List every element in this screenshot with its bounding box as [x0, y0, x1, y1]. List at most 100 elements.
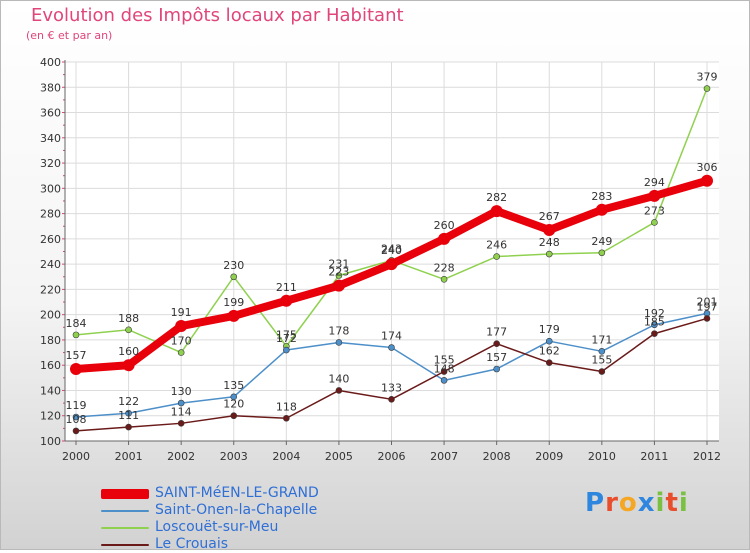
- x-tick-label: 2001: [115, 450, 143, 463]
- chart-subtitle: (en € et par an): [26, 29, 113, 42]
- data-label: 133: [381, 381, 402, 394]
- data-label: 155: [591, 354, 612, 367]
- data-point: [335, 272, 343, 279]
- data-point: [440, 275, 448, 283]
- y-tick-label: 340: [40, 132, 61, 145]
- data-label: 140: [328, 372, 349, 385]
- y-tick-label: 280: [40, 208, 61, 221]
- data-label: 230: [223, 259, 244, 272]
- x-tick-label: 2010: [588, 450, 616, 463]
- data-point: [177, 420, 185, 427]
- data-point: [385, 258, 398, 271]
- data-label: 108: [66, 413, 87, 426]
- data-point: [701, 174, 713, 187]
- logo-letter: r: [605, 488, 619, 518]
- data-point: [388, 396, 395, 403]
- legend-swatch: [101, 510, 149, 512]
- data-label: 178: [328, 324, 349, 337]
- data-point: [543, 224, 556, 237]
- data-point: [125, 423, 132, 431]
- data-point: [175, 320, 188, 333]
- data-label: 172: [276, 332, 297, 345]
- logo-letter: o: [618, 488, 638, 518]
- data-point: [230, 393, 238, 401]
- data-label: 184: [66, 317, 87, 330]
- logo-letter: P: [585, 488, 606, 518]
- data-point: [70, 362, 82, 375]
- legend-item: Le Crouais: [101, 536, 401, 553]
- data-label: 114: [171, 405, 192, 418]
- data-point: [177, 399, 185, 407]
- data-point: [490, 205, 503, 218]
- data-point: [440, 377, 448, 384]
- data-label: 155: [434, 354, 455, 367]
- data-label: 120: [223, 398, 244, 411]
- legend-label: SAINT-MéEN-LE-GRAND: [155, 485, 319, 501]
- data-label: 282: [486, 191, 507, 204]
- y-tick-label: 380: [40, 81, 61, 94]
- data-label: 170: [171, 335, 192, 348]
- x-tick-label: 2012: [693, 450, 721, 463]
- data-label: 249: [591, 235, 612, 248]
- data-point: [703, 315, 711, 322]
- data-point: [332, 279, 345, 292]
- data-point: [122, 359, 135, 372]
- data-point: [280, 294, 293, 307]
- data-point: [72, 427, 80, 435]
- data-point: [493, 253, 500, 260]
- data-label: 171: [591, 333, 612, 346]
- logo-letter: t: [665, 488, 679, 518]
- y-tick-label: 400: [40, 56, 61, 69]
- chart-title: Evolution des Impôts locaux par Habitant: [31, 5, 404, 26]
- data-point: [703, 85, 711, 92]
- data-label: 135: [223, 379, 244, 392]
- legend-swatch: [101, 489, 149, 499]
- series-1: [70, 174, 713, 375]
- logo-letter: i: [655, 488, 666, 518]
- data-label: 157: [486, 351, 507, 364]
- data-label: 130: [171, 385, 192, 398]
- legend-swatch: [101, 527, 149, 529]
- y-tick-label: 320: [40, 157, 61, 170]
- series-2: [72, 310, 711, 421]
- legend-item: Loscouët-sur-Meu: [101, 519, 401, 536]
- data-label: 118: [276, 400, 297, 413]
- data-label: 267: [539, 210, 560, 223]
- x-tick-label: 2011: [640, 450, 668, 463]
- data-point: [598, 249, 606, 257]
- data-point: [651, 330, 658, 337]
- data-point: [72, 331, 80, 339]
- data-point: [651, 219, 658, 226]
- data-label: 197: [697, 300, 718, 313]
- legend-label: Loscouët-sur-Meu: [155, 519, 279, 535]
- data-point: [335, 387, 343, 394]
- data-label: 240: [381, 244, 402, 257]
- data-point: [598, 368, 606, 375]
- legend-label: Saint-Onen-la-Chapelle: [155, 502, 318, 518]
- data-point: [438, 232, 451, 245]
- data-point: [283, 346, 290, 354]
- legend-item: SAINT-MéEN-LE-GRAND: [101, 485, 401, 502]
- data-label: 223: [328, 266, 349, 279]
- data-label: 111: [118, 409, 139, 422]
- data-label: 273: [644, 204, 665, 217]
- x-tick-label: 2005: [325, 450, 353, 463]
- data-point: [283, 414, 290, 422]
- data-point: [598, 348, 606, 355]
- data-point: [440, 368, 448, 375]
- data-label: 119: [66, 399, 87, 412]
- series-4: [72, 315, 711, 435]
- x-tick-label: 2009: [535, 450, 563, 463]
- data-label: 160: [118, 345, 139, 358]
- data-label: 192: [644, 307, 665, 320]
- data-label: 157: [66, 349, 87, 362]
- data-label: 179: [539, 323, 560, 336]
- y-tick-label: 140: [40, 384, 61, 397]
- x-tick-label: 2004: [272, 450, 300, 463]
- data-label: 177: [486, 326, 507, 339]
- data-label: 188: [118, 312, 139, 325]
- data-label: 283: [591, 190, 612, 203]
- data-point: [545, 337, 553, 345]
- data-point: [545, 359, 553, 366]
